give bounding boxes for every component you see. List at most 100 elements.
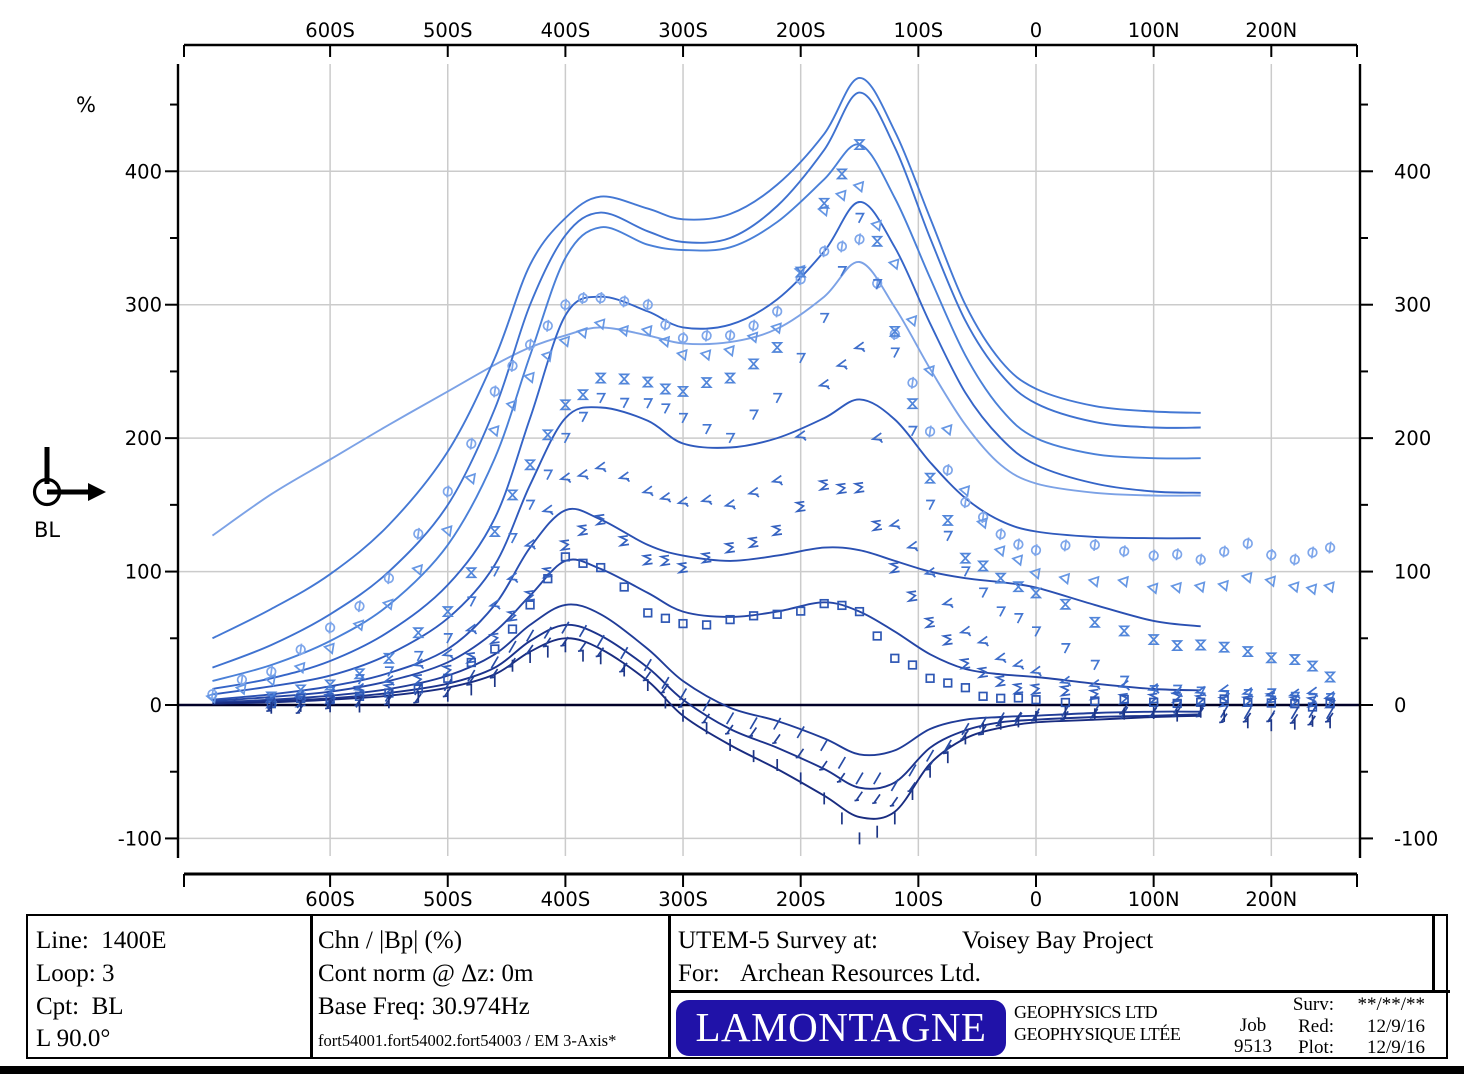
marker-seven (620, 397, 630, 409)
marker-tick (907, 781, 916, 793)
marker-square (943, 678, 953, 688)
marker-hourglass (1241, 646, 1254, 658)
marker-square (1325, 699, 1335, 709)
marker-tick (595, 647, 605, 658)
marker-four (1029, 665, 1042, 677)
plot-date-value: 12/9/16 (1366, 1037, 1425, 1058)
marker-four (523, 538, 536, 550)
marker-seven (579, 411, 589, 423)
marker-hourglass (659, 383, 672, 395)
marker-seven (1032, 626, 1042, 637)
marker-seven (1149, 685, 1160, 696)
marker-four (770, 474, 784, 486)
marker-nabla (352, 619, 365, 632)
y-axis-label-left: -100 (118, 827, 162, 850)
marker-tick (748, 727, 758, 738)
profile-line-cont-3 (212, 91, 1201, 669)
marker-phi (619, 295, 630, 308)
surv-date-label: Surv: (1292, 994, 1334, 1015)
marker-slash (1243, 706, 1252, 720)
x-axis-label-bottom: 300S (658, 888, 708, 911)
marker-sigma (658, 554, 671, 567)
marker-hourglass (676, 385, 690, 397)
marker-slash (1308, 705, 1317, 719)
marker-phi (854, 233, 865, 246)
marker-seven (543, 469, 554, 480)
marker-phi (677, 332, 689, 345)
marker-four (411, 658, 425, 670)
l-angle: L 90.0° (36, 1025, 111, 1052)
marker-nabla (322, 642, 335, 655)
marker-tick (701, 713, 711, 724)
marker-nabla (1305, 583, 1318, 596)
marker-seven (355, 674, 365, 685)
marker-hourglass (641, 376, 654, 388)
marker-seven (926, 499, 936, 511)
marker-sigma (817, 479, 830, 491)
marker-four (870, 432, 884, 444)
marker-four (941, 597, 954, 609)
marker-phi (442, 485, 453, 498)
job-label: Job (1239, 1015, 1267, 1036)
marker-hourglass (994, 572, 1007, 584)
marker-sigma (675, 562, 688, 574)
marker-phi (1089, 538, 1100, 551)
marker-nabla (1217, 579, 1229, 593)
marker-tick (542, 637, 552, 648)
symbol-series-ch-a (207, 233, 1336, 701)
marker-hourglass (959, 552, 972, 564)
marker-nabla (887, 258, 900, 271)
marker-phi (772, 305, 783, 318)
marker-phi (1242, 537, 1253, 550)
marker-sigma (905, 590, 918, 603)
marker-seven (679, 412, 689, 424)
marker-hourglass (700, 377, 713, 389)
marker-sigma (793, 500, 806, 513)
marker-nabla (640, 324, 653, 338)
marker-four (641, 485, 654, 497)
marker-sigma (1305, 696, 1318, 708)
cont-norm: Cont norm @ Δz: 0m (318, 960, 534, 987)
marker-phi (1172, 548, 1183, 561)
marker-nabla (1287, 581, 1300, 594)
marker-nabla (264, 674, 277, 687)
marker-seven (508, 532, 518, 544)
marker-hourglass (1306, 660, 1319, 672)
symbol-series-ch-f (264, 479, 1335, 709)
marker-seven (643, 398, 654, 409)
marker-nabla (1028, 567, 1041, 581)
x-axis-label-bottom: 200S (776, 888, 826, 911)
marker-nabla (1193, 581, 1206, 594)
marker-phi (701, 329, 712, 342)
profile-line-cont-4 (212, 143, 1201, 682)
marker-four (488, 598, 501, 610)
client-value: Archean Resources Ltd. (740, 960, 981, 987)
marker-phi (324, 621, 336, 634)
marker-four (817, 378, 831, 390)
marker-sigma (575, 524, 588, 537)
marker-tick (524, 644, 534, 655)
marker-phi (924, 425, 936, 438)
profile-line-cont-8 (212, 558, 1201, 702)
marker-seven (1014, 613, 1024, 624)
marker-square (960, 683, 971, 693)
marker-four (958, 625, 972, 637)
marker-sigma (1170, 691, 1183, 703)
marker-phi (1219, 545, 1230, 558)
marker-nabla (487, 425, 500, 438)
marker-seven (384, 666, 395, 677)
marker-sigma (746, 536, 759, 549)
red-date-value: 12/9/16 (1366, 1016, 1425, 1037)
marker-square (1060, 697, 1071, 708)
marker-phi (819, 245, 830, 258)
survey-value: Voisey Bay Project (962, 927, 1154, 954)
y-axis-label-right: 400 (1394, 160, 1431, 183)
marker-square (466, 657, 476, 668)
marker-four (976, 635, 989, 647)
marker-nabla (1146, 582, 1159, 595)
red-date-label: Red: (1298, 1016, 1334, 1037)
marker-square (1031, 695, 1041, 705)
marker-phi (489, 385, 500, 398)
profile-line-cont-1 (211, 261, 1201, 537)
marker-nabla (975, 517, 988, 530)
